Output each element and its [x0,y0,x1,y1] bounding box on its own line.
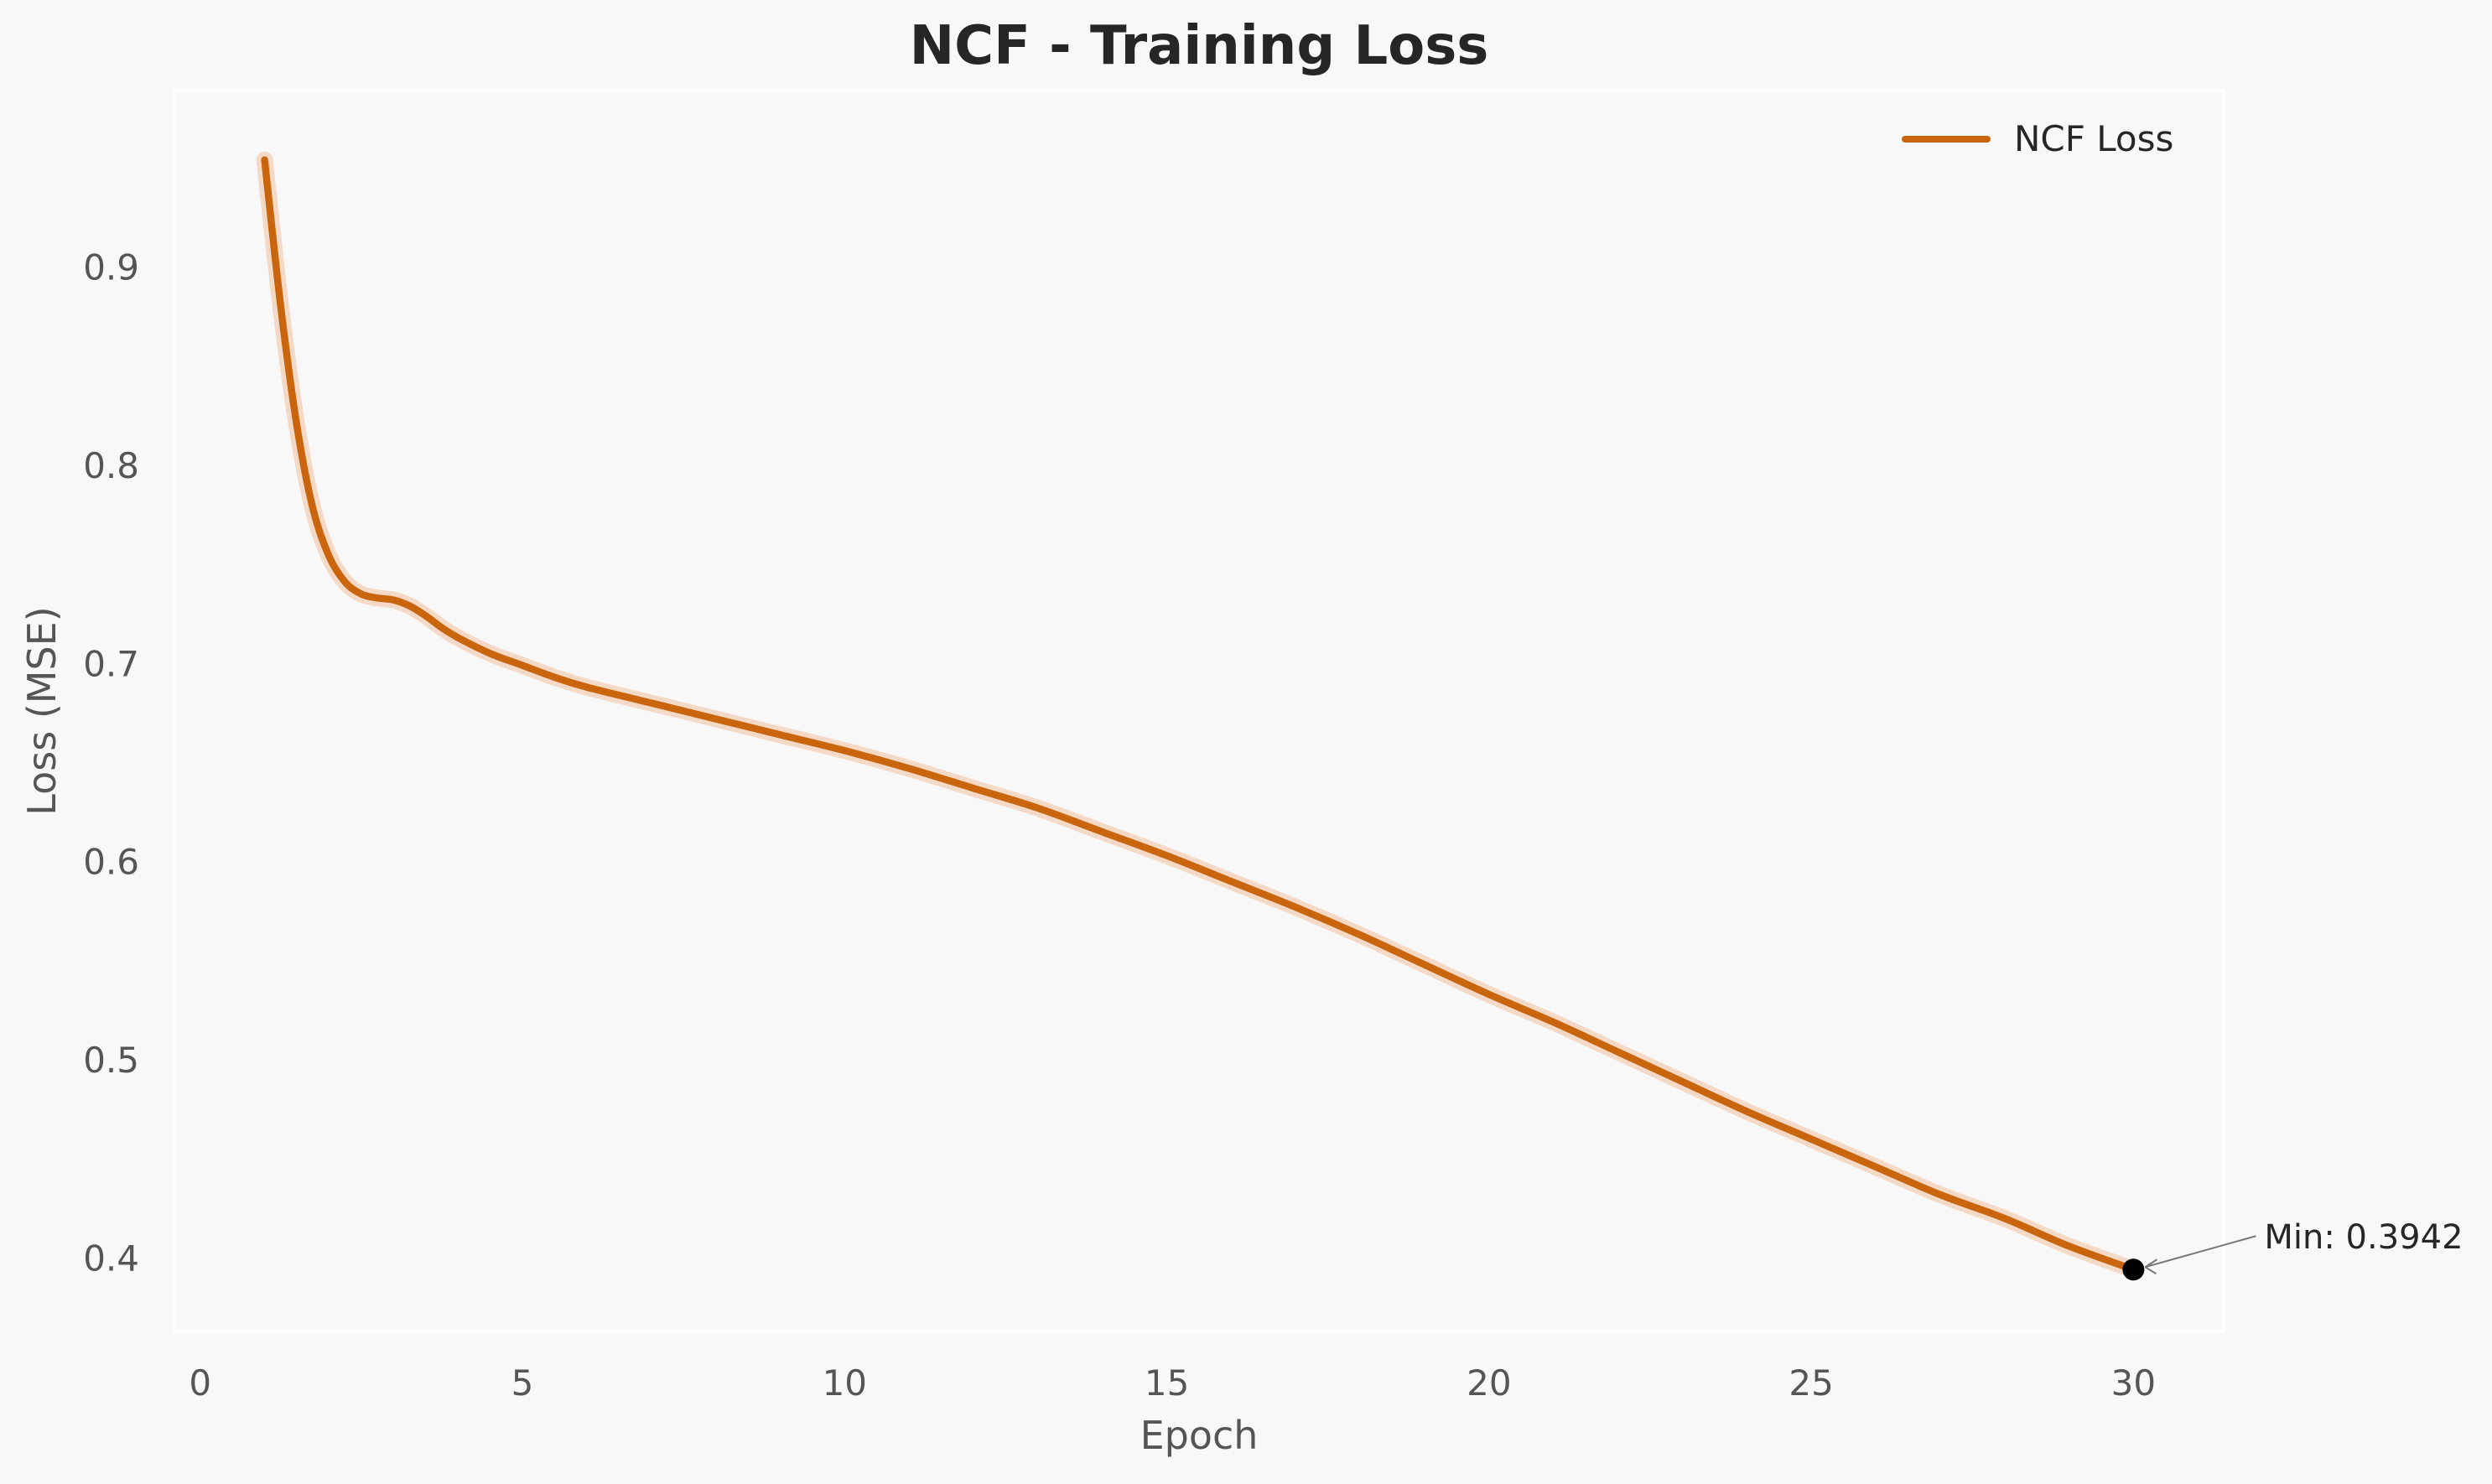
x-tick-label: 20 [1467,1362,1511,1404]
x-tick-label: 10 [823,1362,867,1404]
y-tick-label: 0.6 [83,842,139,883]
series-line [261,156,2137,1274]
min-point-marker [2122,1258,2145,1281]
y-axis-ticks: 0.4 0.5 0.6 0.7 0.8 0.9 [83,246,139,1279]
annotation-arrow [2145,1235,2256,1269]
y-tick-label: 0.7 [83,643,139,684]
annotation-arrowhead [2144,1258,2157,1275]
y-tick-label: 0.4 [83,1238,139,1279]
x-tick-label: 25 [1789,1362,1833,1404]
y-tick-label: 0.8 [83,445,139,486]
legend: NCF Loss [1902,118,2173,159]
y-tick-label: 0.5 [83,1040,139,1081]
x-tick-label: 30 [2111,1362,2156,1404]
x-tick-label: 0 [189,1362,211,1404]
min-annotation-label: Min: 0.3942 [2264,1218,2463,1257]
chart-title: NCF - Training Loss [910,15,1489,77]
x-axis-label: Epoch [1140,1413,1259,1458]
y-axis-label: Loss (MSE) [19,606,65,815]
legend-label: NCF Loss [2014,118,2173,159]
x-tick-label: 5 [511,1362,534,1404]
series-layer [256,151,2142,1279]
y-tick-label: 0.9 [83,246,139,288]
x-tick-label: 15 [1145,1362,1189,1404]
annotation-layer: Min: 0.3942 [2122,1218,2463,1281]
x-axis-ticks: 0 5 10 15 20 25 30 [189,1362,2156,1404]
plot-area [173,89,2225,1333]
